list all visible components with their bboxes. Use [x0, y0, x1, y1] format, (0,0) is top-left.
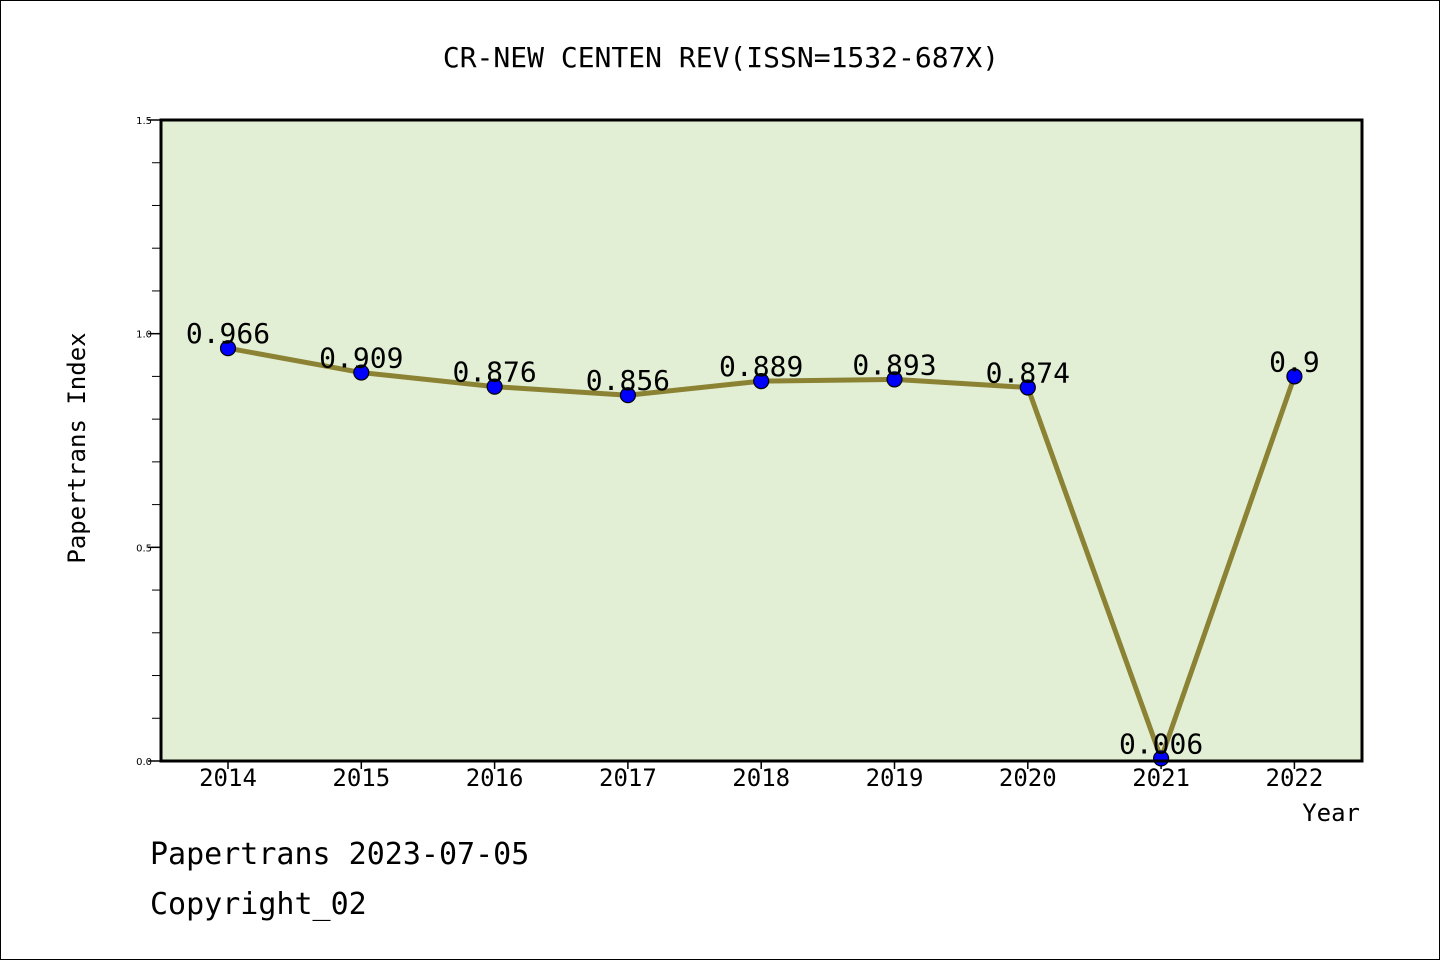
data-point [619, 387, 637, 404]
y-tick-label: 0.0 [136, 757, 152, 768]
data-label: 0.909 [319, 342, 403, 375]
x-tick-label: 2014 [199, 764, 257, 792]
x-tick-label: 2021 [1132, 764, 1190, 792]
data-point [486, 378, 503, 395]
data-point [753, 373, 770, 390]
x-axis-ticks: 2014 2015 2016 2017 2018 2019 2020 2021 2022 [199, 761, 1323, 792]
data-label: 0.006 [1119, 727, 1203, 760]
data-label: 0.856 [586, 364, 670, 397]
data-point [353, 364, 370, 381]
x-tick-label: 2015 [332, 764, 390, 792]
data-label: 0.876 [452, 356, 536, 389]
x-tick-label: 2016 [466, 764, 524, 792]
data-point [219, 340, 237, 357]
data-label: 0.9 [1269, 345, 1320, 378]
data-label: 0.966 [186, 317, 270, 350]
chart-title: CR-NEW CENTEN REV(ISSN=1532-687X) [443, 41, 999, 74]
footer-copyright: Copyright_02 [150, 887, 367, 922]
data-point [886, 371, 903, 388]
plot-frame [159, 118, 1364, 763]
y-tick-label: 1.0 [136, 330, 152, 341]
data-label: 0.874 [986, 357, 1070, 390]
data-labels: 0.966 0.909 0.876 0.856 0.889 0.893 0.874 0.006… [186, 317, 1320, 760]
x-tick-label: 2022 [1266, 764, 1324, 792]
x-tick-label: 2019 [866, 764, 924, 792]
series-layer [219, 340, 1303, 767]
x-axis-label: Year [1302, 799, 1360, 827]
y-axis-label: Papertrans Index [63, 332, 91, 563]
x-tick-label: 2020 [999, 764, 1057, 792]
y-tick-label: 0.5 [136, 543, 152, 554]
footer-date: Papertrans 2023-07-05 [150, 837, 530, 872]
data-label: 0.893 [852, 348, 936, 381]
data-label: 0.889 [719, 350, 803, 383]
x-tick-label: 2017 [599, 764, 657, 792]
data-point [1019, 379, 1036, 396]
x-tick-label: 2018 [732, 764, 790, 792]
plot-area [161, 120, 1362, 761]
y-axis-ticks: 0.0 0.5 1.0 1.5 [136, 116, 161, 768]
data-point [1286, 368, 1303, 385]
y-tick-label: 1.5 [136, 116, 152, 127]
